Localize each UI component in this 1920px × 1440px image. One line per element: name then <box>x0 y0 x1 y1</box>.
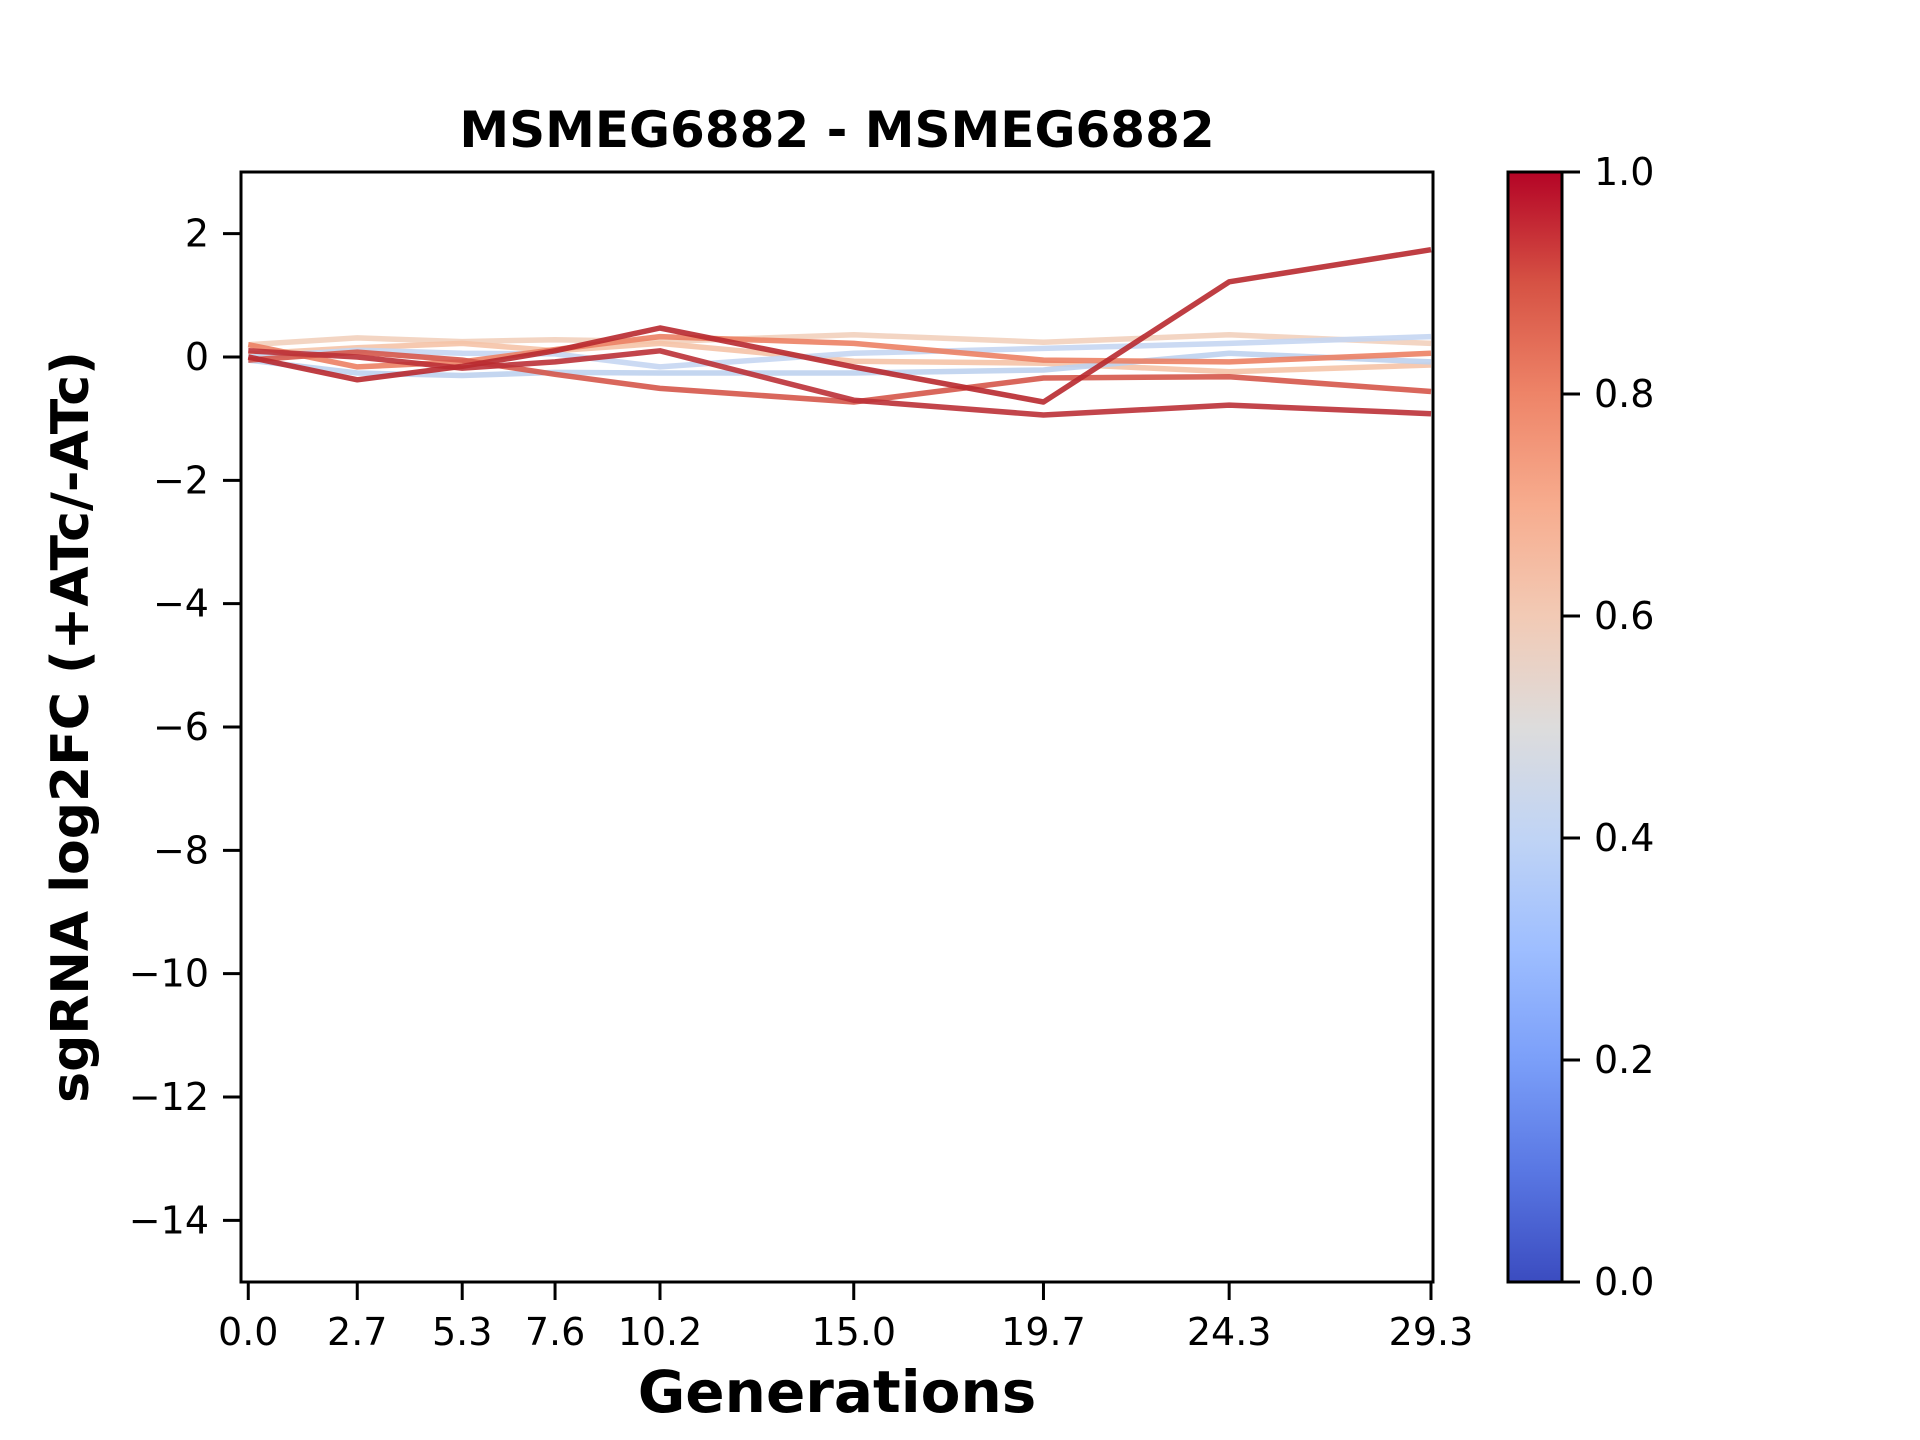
colorbar-tick-label: 1.0 <box>1594 150 1654 194</box>
x-tick-label: 5.3 <box>432 1310 492 1354</box>
y-tick-label: −2 <box>153 458 209 502</box>
x-axis-ticks: 0.0 2.7 5.3 7.6 10.2 15.0 19.7 24.3 29.3 <box>218 1282 1473 1354</box>
series-line-sgRNA_8 <box>247 246 1432 405</box>
y-axis-label: sgRNA log2FC (+ATc/-ATc) <box>41 351 101 1103</box>
x-tick-label: 29.3 <box>1389 1310 1474 1354</box>
y-tick-label: 2 <box>185 212 209 256</box>
series-line-sgRNA_2 <box>248 340 1432 375</box>
y-axis-ticks: 2 0 −2 −4 −6 −8 −10 −12 −14 <box>129 212 241 1242</box>
x-tick-label: 19.7 <box>1001 1310 1086 1354</box>
y-tick-label: −6 <box>153 705 209 749</box>
y-tick-label: −12 <box>129 1075 209 1119</box>
y-tick-label: 0 <box>185 335 209 379</box>
x-tick-label: 2.7 <box>327 1310 387 1354</box>
colorbar-ticks: 1.0 0.8 0.6 0.4 0.2 0.0 <box>1562 150 1654 1304</box>
x-tick-label: 15.0 <box>811 1310 896 1354</box>
series-line-sgRNA_6 <box>248 349 1432 405</box>
y-tick-label: −10 <box>129 952 209 996</box>
colorbar-tick-label: 0.2 <box>1594 1038 1654 1082</box>
series-lines <box>247 246 1432 418</box>
x-tick-label: 10.2 <box>618 1310 703 1354</box>
series-line-sgRNA_7 <box>248 348 1432 418</box>
y-tick-label: −14 <box>129 1198 209 1242</box>
x-tick-label: 0.0 <box>218 1310 278 1354</box>
colorbar-tick-label: 0.8 <box>1594 372 1654 416</box>
y-tick-label: −8 <box>153 828 209 872</box>
series-line-sgRNA_5 <box>247 333 1432 370</box>
colorbar <box>1506 170 1564 1284</box>
x-tick-label: 7.6 <box>525 1310 585 1354</box>
colorbar-tick-label: 0.6 <box>1594 594 1654 638</box>
y-tick-label: −4 <box>153 582 209 626</box>
chart-title: MSMEG6882 - MSMEG6882 <box>459 101 1214 159</box>
colorbar-tick-label: 0.4 <box>1594 816 1654 860</box>
x-tick-label: 24.3 <box>1187 1310 1272 1354</box>
series-line-sgRNA_4 <box>248 333 1432 370</box>
x-axis-label: Generations <box>638 1358 1037 1426</box>
colorbar-tick-label: 0.0 <box>1594 1260 1654 1304</box>
